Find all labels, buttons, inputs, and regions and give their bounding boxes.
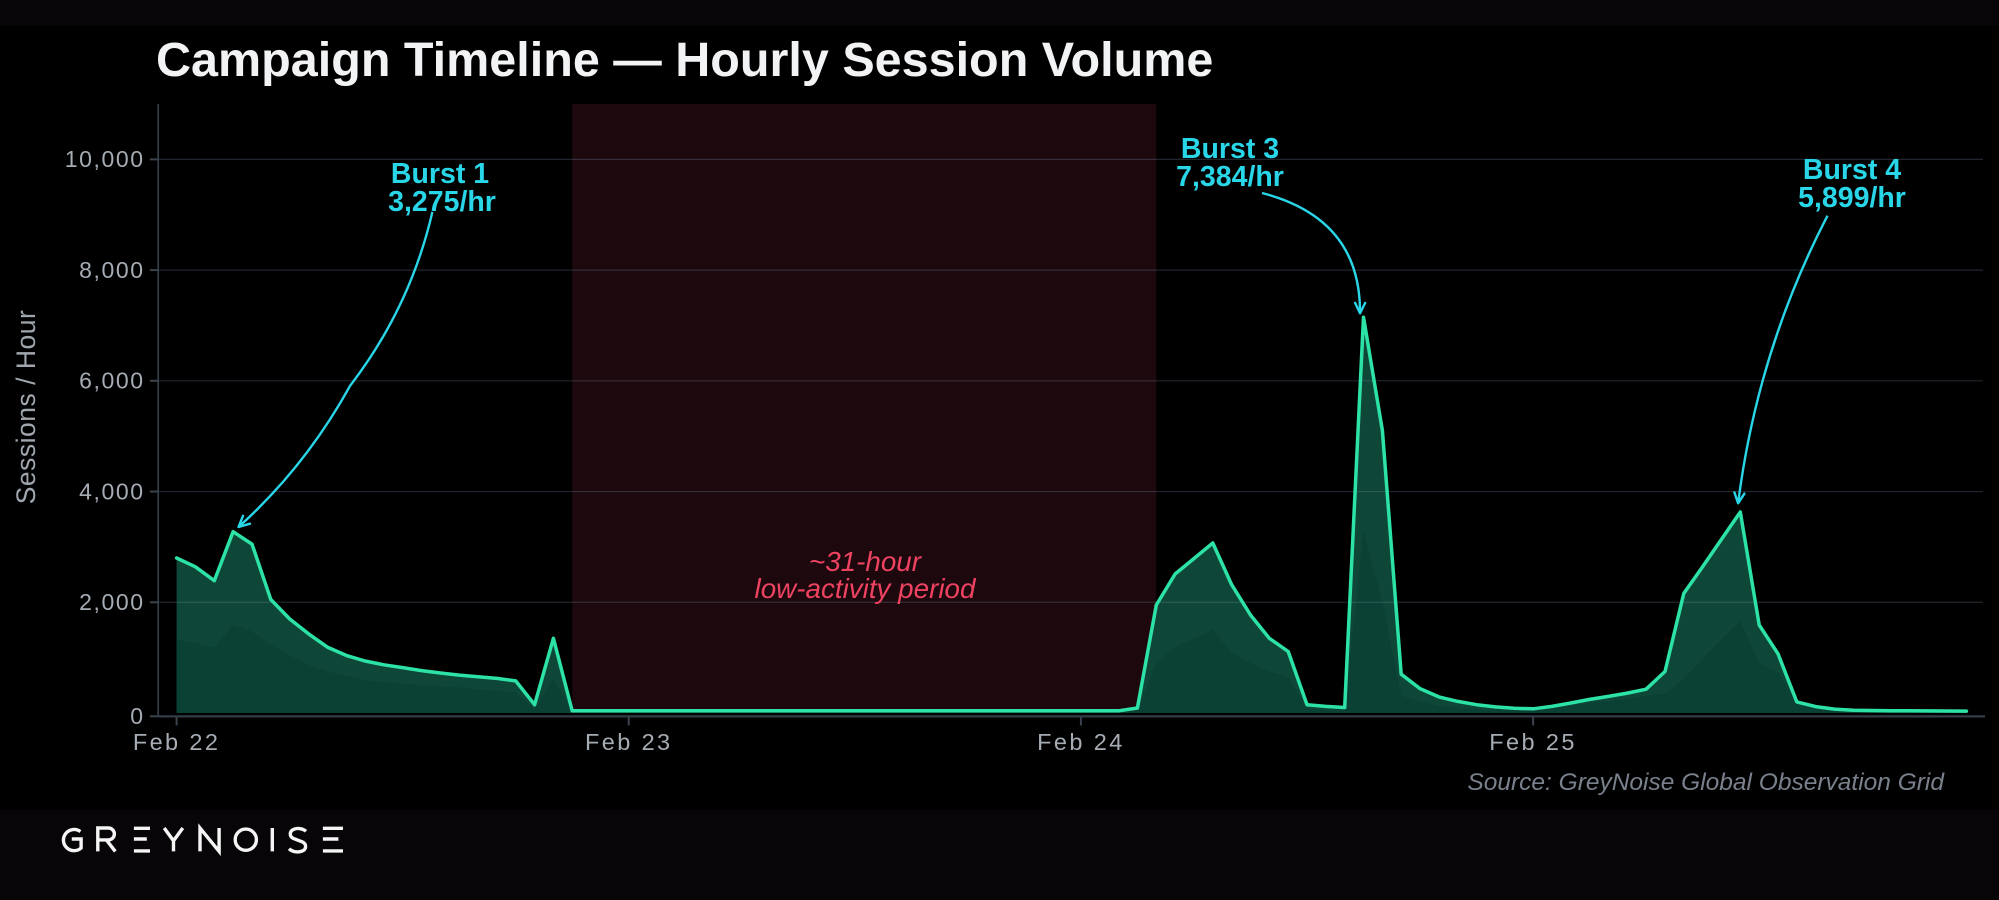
svg-text:7,384/hr: 7,384/hr (1176, 161, 1284, 193)
svg-text:8,000: 8,000 (79, 257, 145, 283)
svg-text:~31-hour: ~31-hour (809, 546, 923, 577)
svg-text:Campaign Timeline — Hourly Ses: Campaign Timeline — Hourly Session Volum… (156, 33, 1213, 87)
svg-text:Feb 23: Feb 23 (585, 729, 673, 755)
svg-text:low-activity period: low-activity period (755, 573, 977, 604)
svg-text:2,000: 2,000 (79, 589, 145, 615)
svg-text:3,275/hr: 3,275/hr (388, 186, 496, 218)
svg-text:6,000: 6,000 (79, 368, 145, 394)
svg-text:Burst 1: Burst 1 (391, 158, 489, 190)
svg-text:5,899/hr: 5,899/hr (1798, 182, 1906, 214)
svg-text:Sessions / Hour: Sessions / Hour (11, 310, 41, 505)
svg-text:Feb 22: Feb 22 (133, 729, 221, 755)
svg-text:Source: GreyNoise Global Obser: Source: GreyNoise Global Observation Gri… (1467, 769, 1945, 796)
svg-text:Burst 3: Burst 3 (1181, 133, 1279, 165)
svg-text:Feb 24: Feb 24 (1037, 729, 1125, 755)
svg-text:Burst 4: Burst 4 (1803, 154, 1901, 186)
svg-text:10,000: 10,000 (65, 146, 145, 172)
svg-text:4,000: 4,000 (79, 478, 145, 504)
svg-text:0: 0 (130, 703, 144, 729)
svg-text:Feb 25: Feb 25 (1489, 729, 1577, 755)
